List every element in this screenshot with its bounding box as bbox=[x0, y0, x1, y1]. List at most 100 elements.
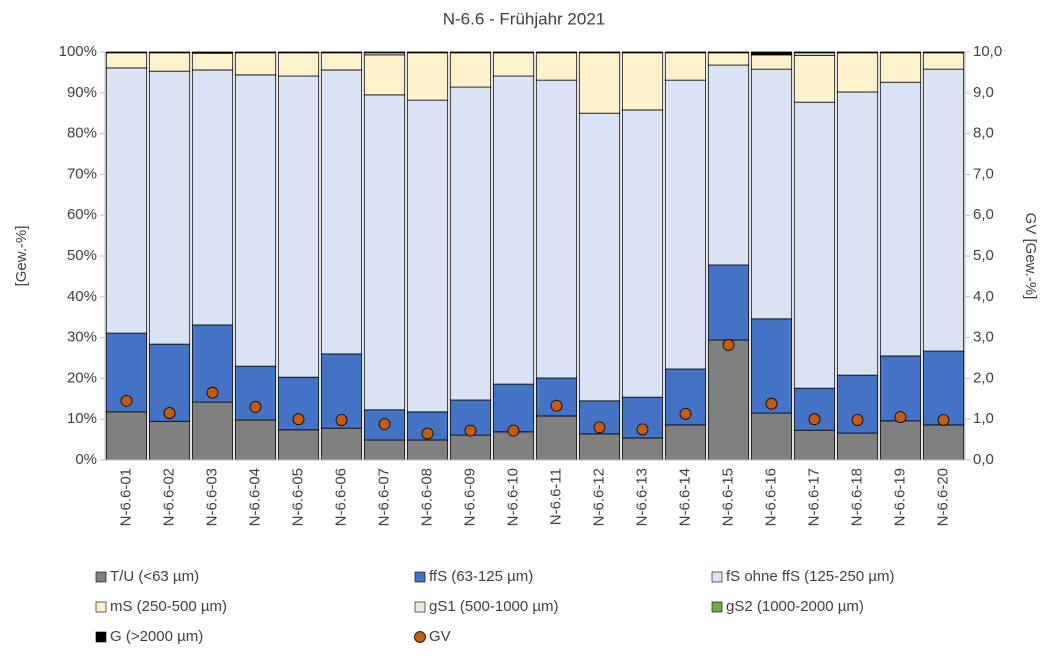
bar-segment bbox=[750, 318, 793, 414]
x-tick-label: N-6.6-03 bbox=[203, 468, 220, 526]
bar-segment bbox=[535, 52, 578, 81]
y2-tick-label: 8,0 bbox=[973, 125, 994, 142]
x-tick-label: N-6.6-01 bbox=[117, 468, 134, 526]
bar-segment bbox=[234, 52, 277, 76]
gv-point bbox=[851, 414, 864, 426]
legend-swatch bbox=[414, 601, 426, 613]
bar-segment bbox=[879, 81, 922, 357]
gv-point bbox=[249, 401, 262, 413]
legend-marker bbox=[414, 631, 426, 643]
x-tick-label: N-6.6-15 bbox=[719, 468, 736, 526]
y2-tick-label: 0,0 bbox=[973, 451, 994, 468]
chart-title: N-6.6 - Frühjahr 2021 bbox=[443, 9, 606, 28]
gv-point bbox=[679, 407, 692, 420]
legend-label: mS (250-500 µm) bbox=[110, 598, 227, 615]
bar-segment bbox=[449, 434, 492, 461]
y-tick-label: 10% bbox=[67, 410, 97, 427]
gv-point bbox=[894, 411, 907, 424]
bar-segment bbox=[707, 339, 750, 461]
bar-segment bbox=[234, 419, 277, 461]
gv-point bbox=[808, 413, 821, 426]
bar-segment bbox=[535, 79, 578, 379]
y-tick-label: 100% bbox=[59, 43, 97, 60]
bar-segment bbox=[191, 52, 234, 71]
bar-segment bbox=[922, 68, 965, 352]
x-tick-label: N-6.6-07 bbox=[375, 468, 392, 526]
bar-segment bbox=[621, 109, 664, 398]
bar-segment bbox=[793, 54, 836, 103]
legend-label: T/U (<63 µm) bbox=[110, 568, 199, 585]
gv-point bbox=[292, 413, 305, 426]
bar-segment bbox=[879, 52, 922, 83]
bar-segment bbox=[707, 52, 750, 66]
bar-segment bbox=[578, 112, 621, 402]
bar-segment bbox=[449, 86, 492, 401]
bar-segment bbox=[320, 69, 363, 355]
legend-swatch bbox=[95, 631, 107, 643]
gv-point bbox=[593, 421, 606, 434]
legend-swatch bbox=[95, 601, 107, 613]
y-tick-label: 90% bbox=[67, 84, 97, 101]
gv-point bbox=[163, 407, 176, 419]
bar-segment bbox=[750, 68, 793, 320]
y-tick-label: 80% bbox=[67, 125, 97, 142]
gv-point bbox=[507, 424, 520, 437]
x-tick-label: N-6.6-11 bbox=[547, 468, 564, 525]
x-tick-label: N-6.6-06 bbox=[332, 468, 349, 526]
y2-axis-label: GV [Gew.-%] bbox=[1022, 213, 1039, 300]
bar-segment bbox=[750, 54, 793, 70]
bar-segment bbox=[836, 52, 879, 93]
x-tick-label: N-6.6-09 bbox=[461, 468, 478, 526]
y-tick-label: 0% bbox=[75, 451, 97, 468]
y2-tick-label: 9,0 bbox=[973, 84, 994, 101]
x-tick-label: N-6.6-18 bbox=[848, 468, 865, 526]
bar-segment bbox=[105, 52, 148, 69]
bar-segment bbox=[793, 101, 836, 389]
legend-label: gS2 (1000-2000 µm) bbox=[726, 598, 864, 615]
bar-segment bbox=[707, 264, 750, 341]
bar-segment bbox=[492, 75, 535, 385]
gv-point bbox=[636, 423, 649, 436]
bar-segment bbox=[621, 437, 664, 461]
gv-point bbox=[722, 339, 735, 351]
x-tick-label: N-6.6-12 bbox=[590, 468, 607, 526]
bar-segment bbox=[664, 52, 707, 81]
gv-point bbox=[765, 397, 778, 410]
bar-segment bbox=[449, 52, 492, 88]
x-tick-label: N-6.6-13 bbox=[633, 468, 650, 526]
bar-segment bbox=[406, 99, 449, 413]
y-tick-label: 70% bbox=[67, 165, 97, 182]
y2-tick-label: 4,0 bbox=[973, 288, 994, 305]
gv-point bbox=[937, 414, 950, 426]
x-tick-label: N-6.6-19 bbox=[891, 468, 908, 526]
x-tick-label: N-6.6-14 bbox=[676, 468, 693, 526]
y2-tick-label: 6,0 bbox=[973, 206, 994, 223]
gv-point bbox=[378, 418, 391, 430]
bar-segment bbox=[664, 424, 707, 461]
bar-segment bbox=[793, 51, 836, 54]
bar-segment bbox=[148, 70, 191, 345]
bar-segment bbox=[922, 52, 965, 70]
bar-segment bbox=[707, 64, 750, 266]
bar-segment bbox=[750, 412, 793, 461]
y-axis-label: [Gew.-%] bbox=[13, 226, 30, 287]
bar-segment bbox=[836, 91, 879, 376]
legend-swatch bbox=[95, 571, 107, 583]
bar-segment bbox=[406, 411, 449, 441]
bar-segment bbox=[535, 415, 578, 461]
bar-segment bbox=[320, 427, 363, 461]
bar-segment bbox=[750, 51, 793, 55]
bar-segment bbox=[148, 52, 191, 72]
x-tick-label: N-6.6-10 bbox=[504, 468, 521, 526]
bar-segment bbox=[406, 439, 449, 461]
legend-swatch bbox=[711, 571, 723, 583]
bar-segment bbox=[363, 439, 406, 461]
legend-swatch bbox=[414, 571, 426, 583]
legend-label: ffS (63-125 µm) bbox=[429, 568, 533, 585]
y2-tick-label: 3,0 bbox=[973, 329, 994, 346]
legend-label: G (>2000 µm) bbox=[110, 628, 203, 645]
y-tick-label: 50% bbox=[67, 247, 97, 264]
gv-point bbox=[206, 386, 219, 399]
x-tick-label: N-6.6-17 bbox=[805, 468, 822, 526]
